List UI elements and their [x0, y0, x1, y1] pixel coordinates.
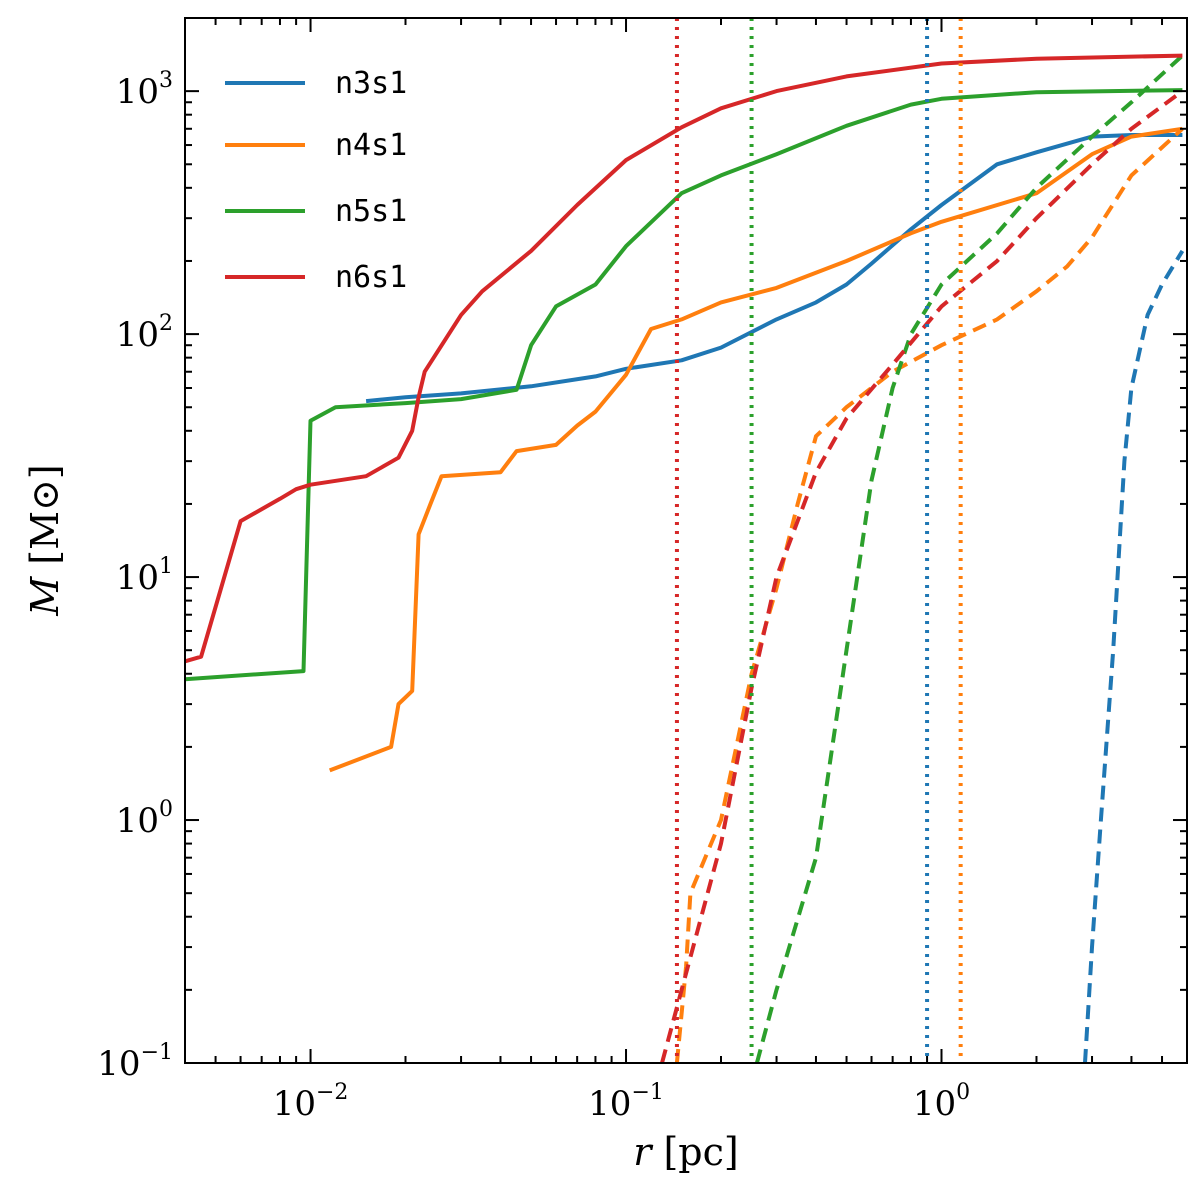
x-axis-unit: [pc] [663, 1130, 738, 1174]
x-tick-label: 10−1 [588, 1080, 664, 1124]
y-tick-label: 100 [116, 797, 173, 841]
y-axis-unit: [M⊙] [23, 464, 67, 564]
series-n6s1-solid [185, 53, 1183, 664]
y-tick-label: 102 [116, 311, 173, 355]
x-tick-label: 100 [913, 1080, 970, 1124]
series-n5s1-solid [185, 88, 1183, 682]
series-n5s1-dashed [754, 54, 1184, 1063]
x-axis-var: r [633, 1130, 654, 1174]
legend-label-n3s1: n3s1 [335, 66, 407, 101]
legend-label-n6s1: n6s1 [335, 260, 407, 295]
y-tick-label: 10−1 [97, 1040, 173, 1084]
tick-group [184, 17, 1188, 1064]
x-axis-label: r [pc] [633, 1130, 738, 1174]
y-axis-label: M [M⊙] [23, 464, 67, 616]
legend-label-n4s1: n4s1 [335, 128, 407, 163]
y-tick-label: 103 [116, 68, 173, 112]
series-n3s1-dashed [1083, 249, 1185, 1063]
legend-label-n5s1: n5s1 [335, 194, 407, 229]
series-group [185, 53, 1185, 1063]
series-n6s1-dashed [660, 89, 1184, 1063]
series-n4s1-solid [328, 126, 1183, 773]
x-tick-label: 10−2 [273, 1080, 349, 1124]
tick-label-group: 10−2 10−1 100 10−1 100 101 102 103 [97, 68, 970, 1124]
series-n3s1-solid [365, 133, 1183, 404]
legend: n3s1 n4s1 n5s1 n6s1 [225, 66, 407, 295]
series-n4s1-dashed [674, 127, 1184, 1063]
y-axis-var: M [23, 576, 67, 617]
plot-frame [184, 17, 1188, 1064]
y-tick-label: 101 [116, 554, 173, 598]
vline-group [674, 18, 963, 1063]
